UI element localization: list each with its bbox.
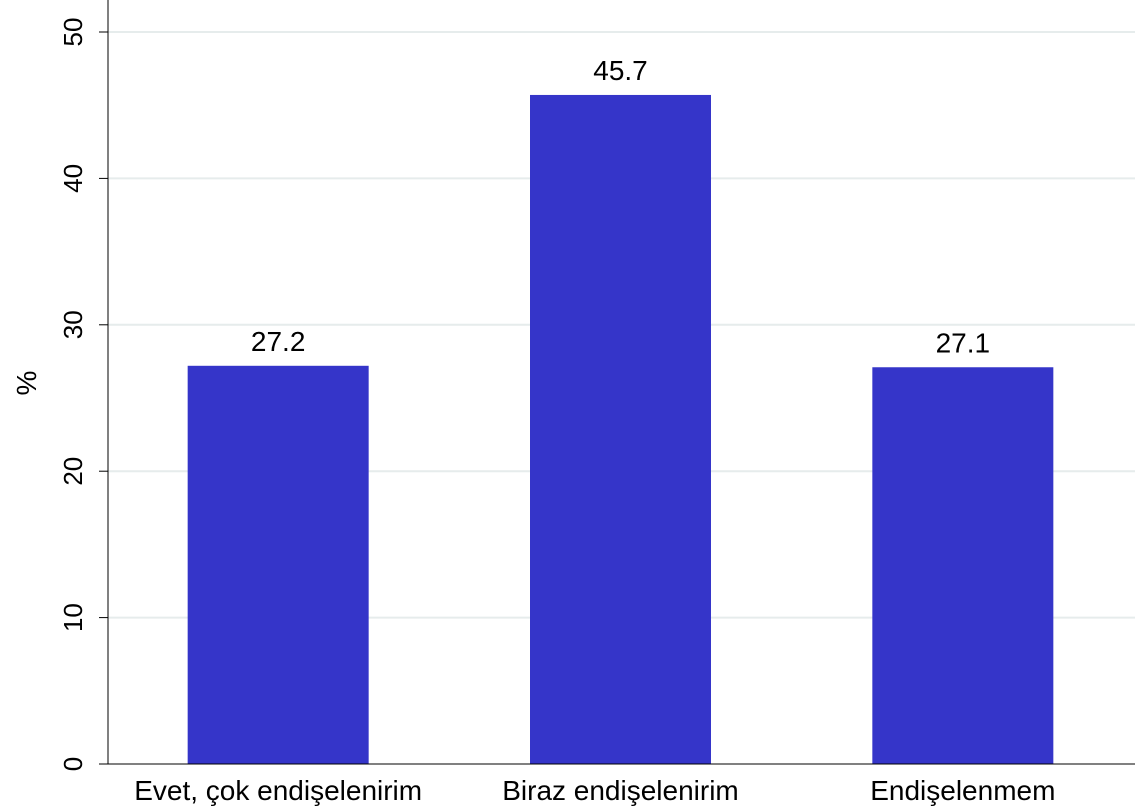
data-label-1: 27.2 (251, 326, 306, 357)
y-tick-label: 50 (58, 18, 88, 47)
y-tick-label: 0 (58, 757, 88, 771)
y-tick-label: 10 (58, 603, 88, 632)
x-category-label: Evet, çok endişelenirim (134, 775, 422, 806)
data-label-2: 45.7 (593, 55, 648, 86)
x-categories-group: Evet, çok endişelenirim Biraz endişelenir… (134, 775, 1055, 806)
data-label-3: 27.1 (936, 327, 991, 358)
y-tick-label: 30 (58, 310, 88, 339)
bar-1 (187, 365, 369, 764)
x-category-label: Biraz endişelenirim (502, 775, 739, 806)
y-tick-label: 40 (58, 164, 88, 193)
bar-3 (872, 367, 1054, 764)
bars-group (187, 94, 1054, 764)
data-labels-group: 27.2 45.7 27.1 (251, 55, 990, 358)
y-axis-title: % (11, 371, 42, 396)
x-category-label: Endişelenmem (870, 775, 1055, 806)
y-tick-label: 20 (58, 457, 88, 486)
bar-2 (530, 94, 711, 764)
y-ticks-group: 0 10 20 30 40 50 (58, 18, 108, 771)
